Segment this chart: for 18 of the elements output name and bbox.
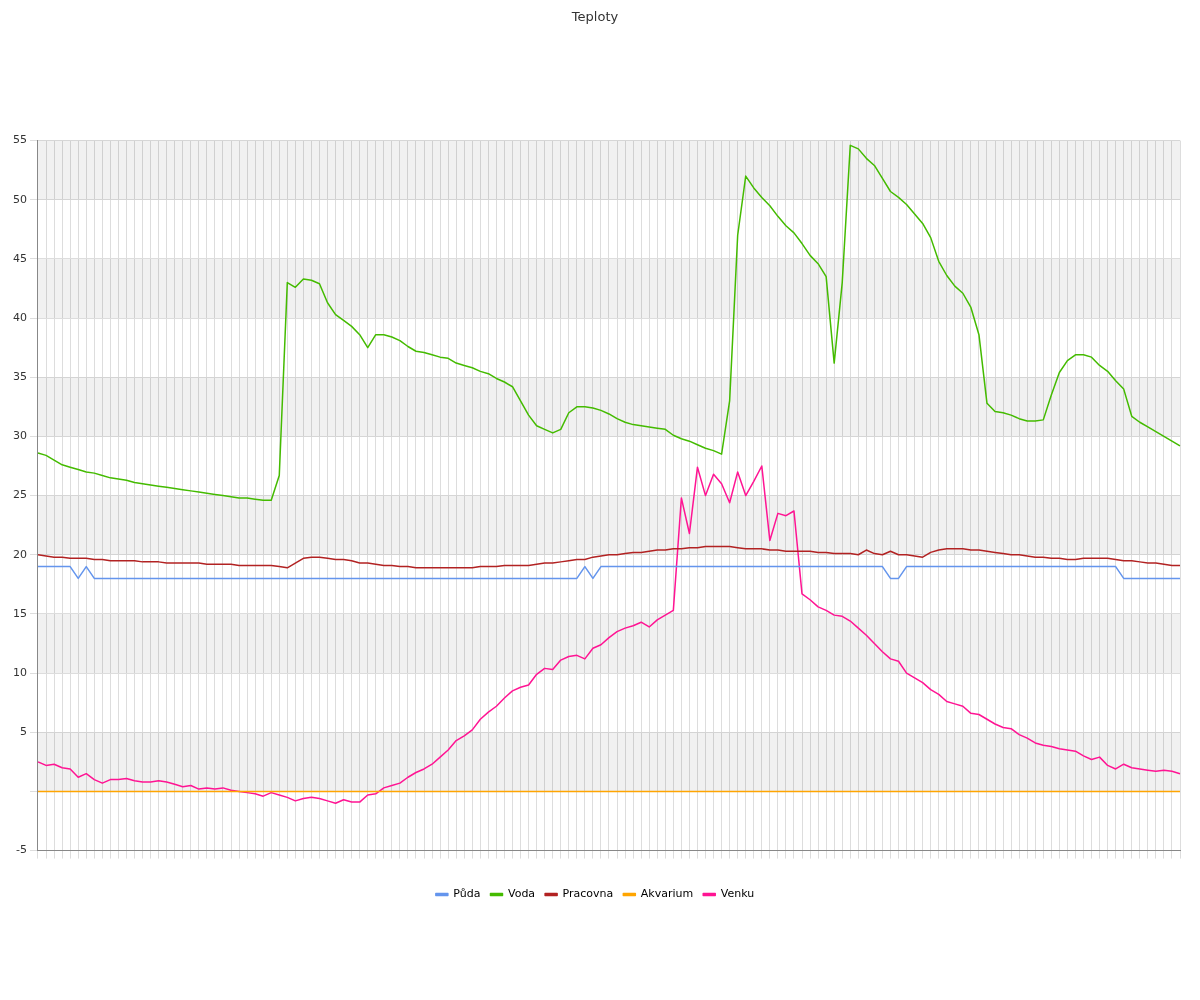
y-tick-label: 25 [13,488,27,502]
legend-label: Půda [453,887,481,901]
y-tick-label: 35 [13,370,27,384]
legend-label: Pracovna [562,887,614,901]
y-tick-label: 10 [13,665,27,679]
y-tick-label: 20 [13,547,27,561]
y-tick-label: 55 [13,133,27,147]
y-tick-label: 5 [20,725,27,739]
legend-label: Voda [507,887,536,901]
y-tick-label: 30 [13,429,27,443]
y-tick-label: 45 [13,251,27,265]
y-tick-label: 40 [13,310,27,324]
legend-label: Venku [720,887,755,901]
chart-title: Teploty [570,9,619,25]
y-tick-label: 50 [13,192,27,206]
y-tick-label: -5 [16,843,27,857]
legend-label: Akvarium [640,887,694,901]
y-tick-label: 15 [13,606,27,620]
